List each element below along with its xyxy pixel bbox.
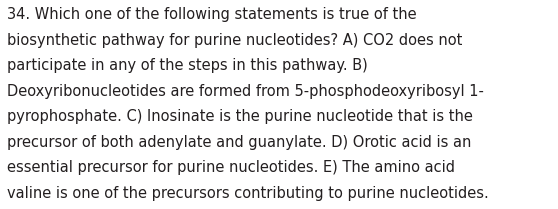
Text: biosynthetic pathway for purine nucleotides? A) CO2 does not: biosynthetic pathway for purine nucleoti… — [7, 33, 463, 48]
Text: pyrophosphate. C) Inosinate is the purine nucleotide that is the: pyrophosphate. C) Inosinate is the purin… — [7, 109, 473, 124]
Text: essential precursor for purine nucleotides. E) The amino acid: essential precursor for purine nucleotid… — [7, 160, 455, 175]
Text: Deoxyribonucleotides are formed from 5-phosphodeoxyribosyl 1-: Deoxyribonucleotides are formed from 5-p… — [7, 84, 484, 99]
Text: precursor of both adenylate and guanylate. D) Orotic acid is an: precursor of both adenylate and guanylat… — [7, 135, 472, 150]
Text: participate in any of the steps in this pathway. B): participate in any of the steps in this … — [7, 58, 368, 73]
Text: valine is one of the precursors contributing to purine nucleotides.: valine is one of the precursors contribu… — [7, 186, 489, 201]
Text: 34. Which one of the following statements is true of the: 34. Which one of the following statement… — [7, 7, 417, 22]
